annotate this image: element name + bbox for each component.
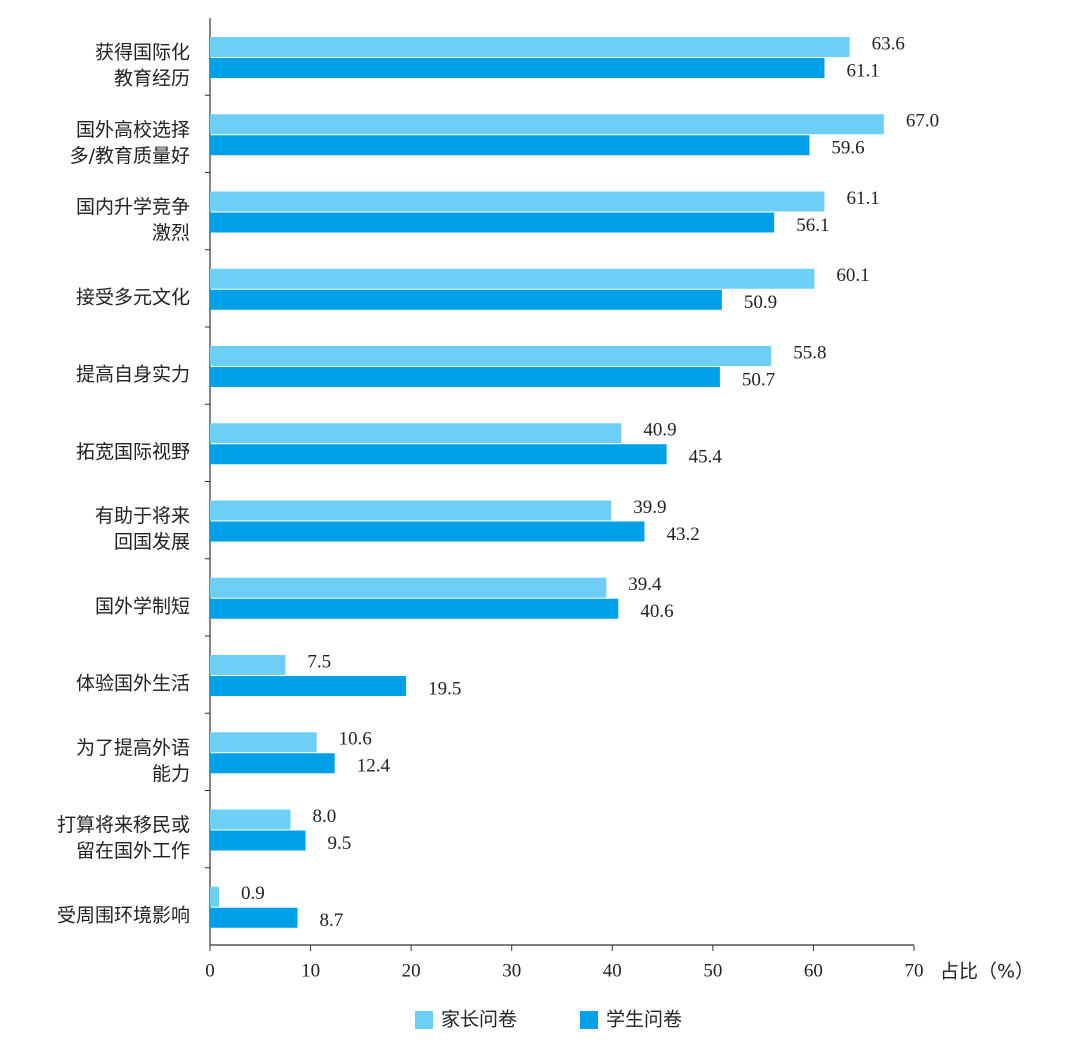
bar [210, 423, 622, 444]
bar [210, 907, 298, 928]
bar [210, 598, 619, 619]
category-label: 有助于将来 [95, 505, 190, 527]
category-label: 打算将来移民或 [57, 814, 190, 836]
category-label: 国外学制短 [95, 595, 190, 617]
x-tick-label: 0 [205, 960, 215, 981]
category-label: 国内升学竞争 [76, 196, 190, 218]
value-label: 7.5 [307, 651, 331, 672]
value-label: 0.9 [241, 883, 265, 904]
category-label: 回国发展 [114, 531, 190, 553]
bar [210, 732, 317, 753]
bar [210, 676, 407, 696]
value-label: 60.1 [836, 265, 869, 286]
category-label: 多/教育质量好 [70, 145, 190, 167]
value-label: 55.8 [793, 342, 826, 363]
x-tick-label: 70 [905, 960, 924, 981]
value-label: 39.4 [628, 574, 662, 595]
value-label: 40.6 [640, 601, 673, 622]
legend-swatch [580, 1011, 598, 1029]
value-label: 61.1 [846, 188, 879, 209]
value-label: 9.5 [328, 833, 352, 854]
value-label: 56.1 [796, 215, 829, 236]
bar [210, 135, 810, 156]
category-label: 教育经历 [114, 68, 190, 90]
x-axis-label: 占比（%） [940, 961, 1034, 983]
bar [210, 37, 850, 57]
value-label: 45.4 [689, 447, 723, 468]
category-label: 拓宽国际视野 [76, 441, 190, 463]
category-label: 留在国外工作 [76, 840, 190, 862]
value-label: 43.2 [666, 524, 699, 545]
value-label: 12.4 [357, 756, 391, 777]
legend-swatch [415, 1011, 433, 1029]
x-tick-label: 20 [402, 960, 421, 981]
bar [210, 521, 645, 542]
value-label: 40.9 [643, 420, 676, 441]
bar [210, 753, 335, 774]
category-label: 提高自身实力 [76, 364, 190, 386]
legend-label: 家长问卷 [441, 1009, 517, 1031]
x-tick-label: 30 [502, 960, 521, 981]
category-label: 体验国外生活 [76, 673, 190, 695]
bar [210, 191, 825, 212]
x-tick-label: 40 [603, 960, 622, 981]
value-label: 39.9 [633, 497, 666, 518]
bar [210, 114, 884, 135]
category-label: 获得国际化 [95, 42, 190, 64]
x-tick-label: 60 [804, 960, 823, 981]
value-label: 8.0 [312, 806, 336, 827]
bar [210, 886, 220, 907]
bar [210, 268, 815, 289]
category-label: 接受多元文化 [76, 286, 190, 308]
category-label: 受周围环境影响 [57, 904, 190, 926]
x-tick-label: 10 [301, 960, 320, 981]
bar [210, 577, 607, 598]
bar [210, 289, 722, 310]
x-tick-label: 50 [703, 960, 722, 981]
value-label: 50.7 [742, 369, 775, 390]
bar [210, 830, 306, 851]
bar [210, 444, 667, 465]
value-label: 67.0 [906, 111, 939, 132]
value-label: 59.6 [831, 138, 864, 159]
value-label: 50.9 [744, 292, 777, 313]
value-label: 8.7 [319, 910, 343, 931]
category-label: 为了提高外语 [76, 737, 190, 759]
value-label: 19.5 [428, 678, 461, 699]
category-label: 能力 [152, 763, 190, 785]
bar [210, 809, 291, 830]
category-label: 激烈 [152, 222, 190, 244]
value-label: 10.6 [339, 729, 372, 750]
value-label: 63.6 [872, 33, 905, 54]
bar [210, 58, 825, 78]
value-label: 61.1 [846, 60, 879, 81]
legend-label: 学生问卷 [606, 1009, 682, 1031]
bar [210, 500, 612, 521]
bar [210, 655, 286, 675]
bar [210, 212, 775, 233]
bar [210, 367, 720, 387]
category-label: 国外高校选择 [76, 119, 190, 141]
bar [210, 346, 772, 366]
